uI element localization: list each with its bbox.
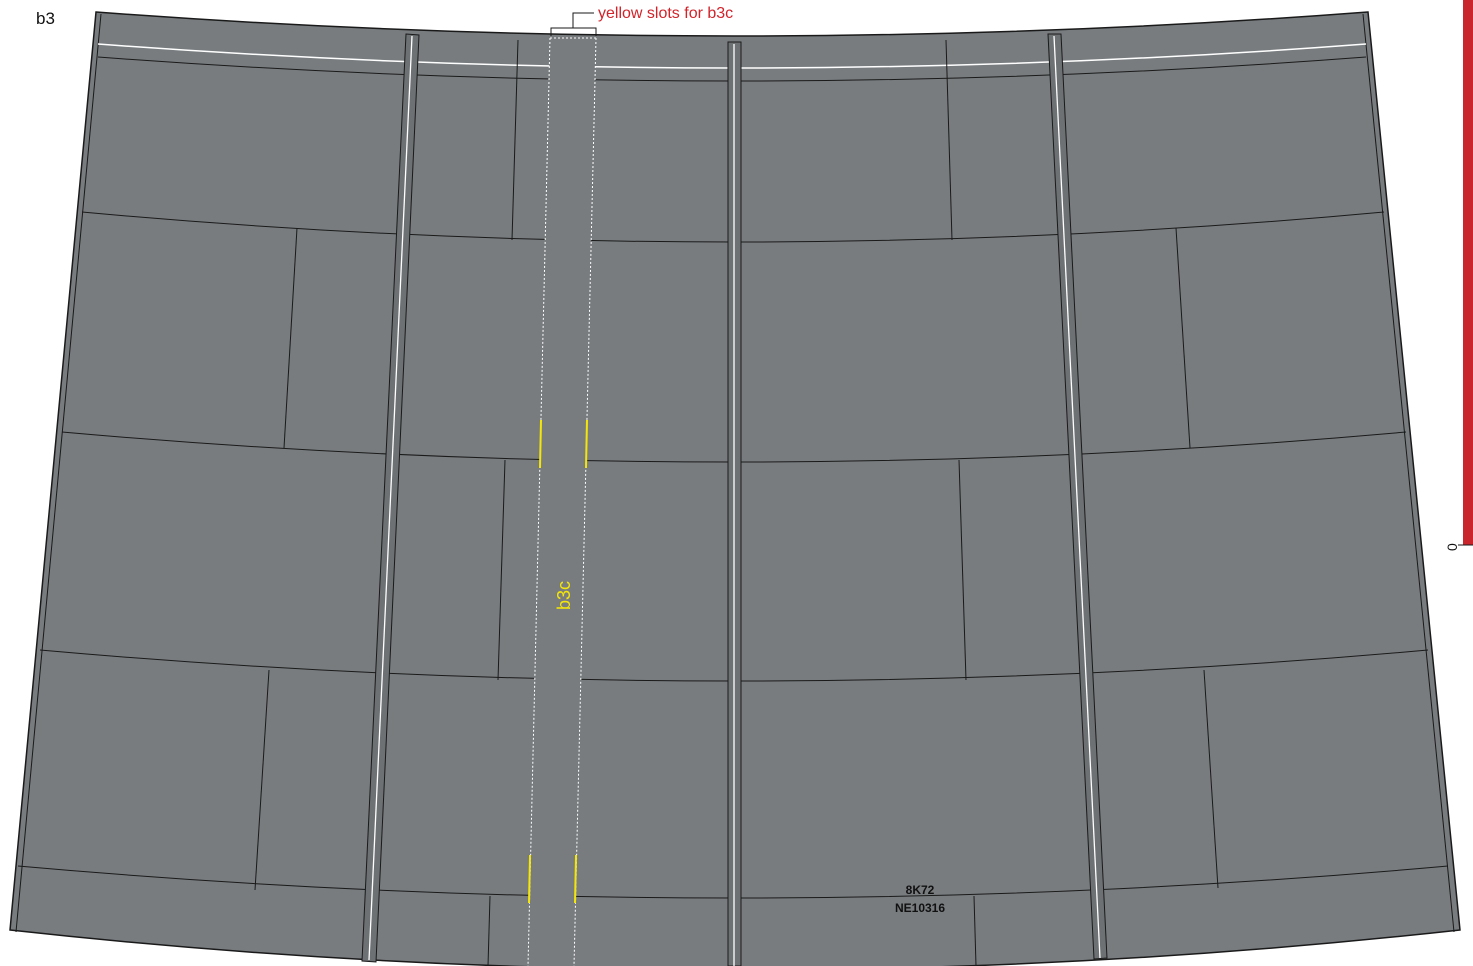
panel-edges	[15, 13, 1455, 933]
callout-label: yellow slots for b3c	[598, 5, 733, 22]
slot-lower-left	[528, 854, 531, 904]
sheet-label: b3	[36, 9, 55, 28]
code-line-1: 8K72	[906, 883, 935, 897]
callout-bracket	[550, 12, 597, 36]
vertical-rib-right	[1047, 33, 1108, 960]
slot-upper-right	[585, 419, 588, 469]
vertical-rib-center	[727, 41, 742, 966]
b3c-strip	[527, 37, 597, 966]
vertical-rib-left	[361, 33, 420, 963]
code-line-2: NE10316	[895, 901, 945, 915]
scale-bar: 0	[1444, 0, 1473, 551]
slot-lower-right	[574, 854, 577, 904]
strip-label: b3c	[554, 581, 574, 610]
yellow-slots	[528, 419, 588, 904]
scale-zero-label: 0	[1444, 543, 1460, 551]
panel-seams	[254, 39, 1219, 966]
slot-upper-left	[539, 419, 542, 469]
